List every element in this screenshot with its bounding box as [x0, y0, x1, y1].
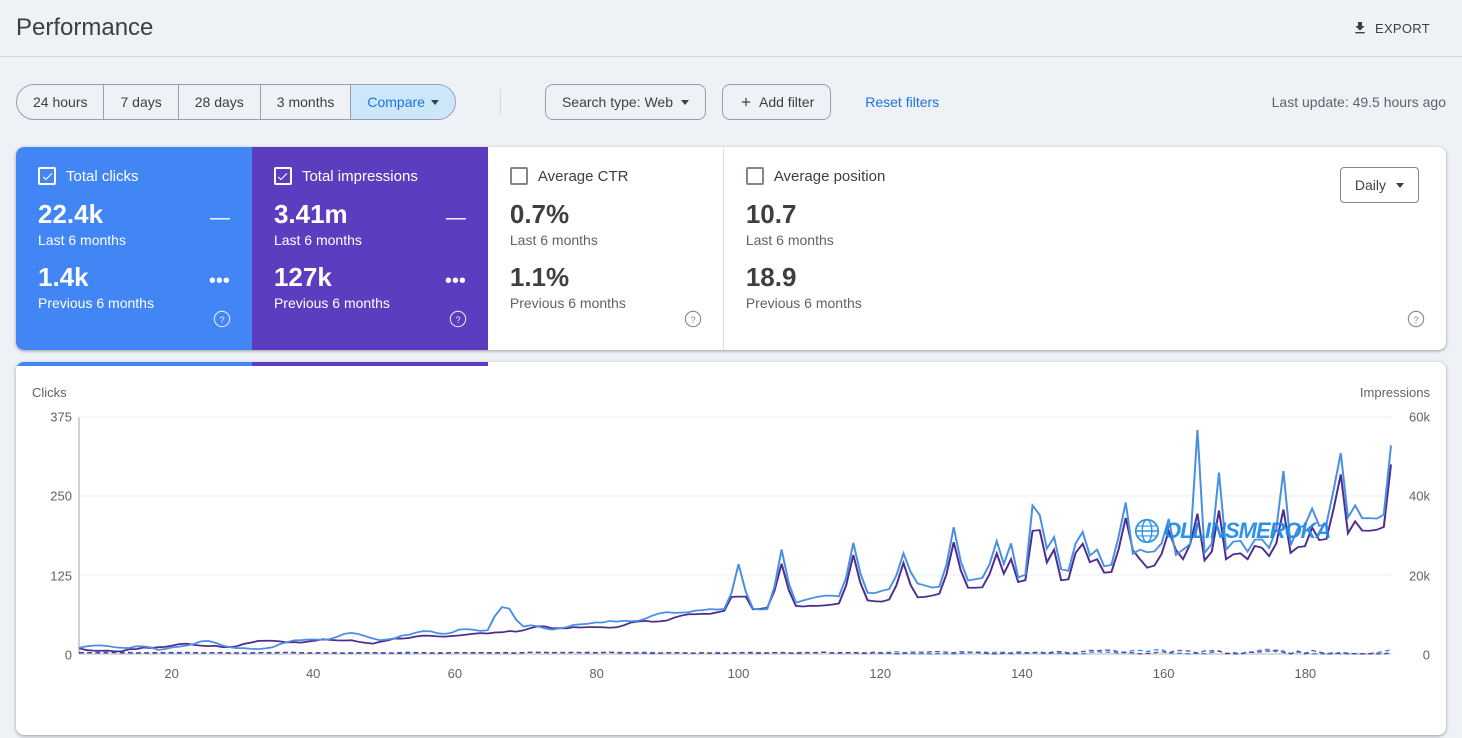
- svg-text:?: ?: [219, 315, 224, 325]
- svg-text:?: ?: [690, 315, 695, 325]
- svg-text:?: ?: [1413, 315, 1418, 325]
- svg-text:?: ?: [455, 315, 460, 325]
